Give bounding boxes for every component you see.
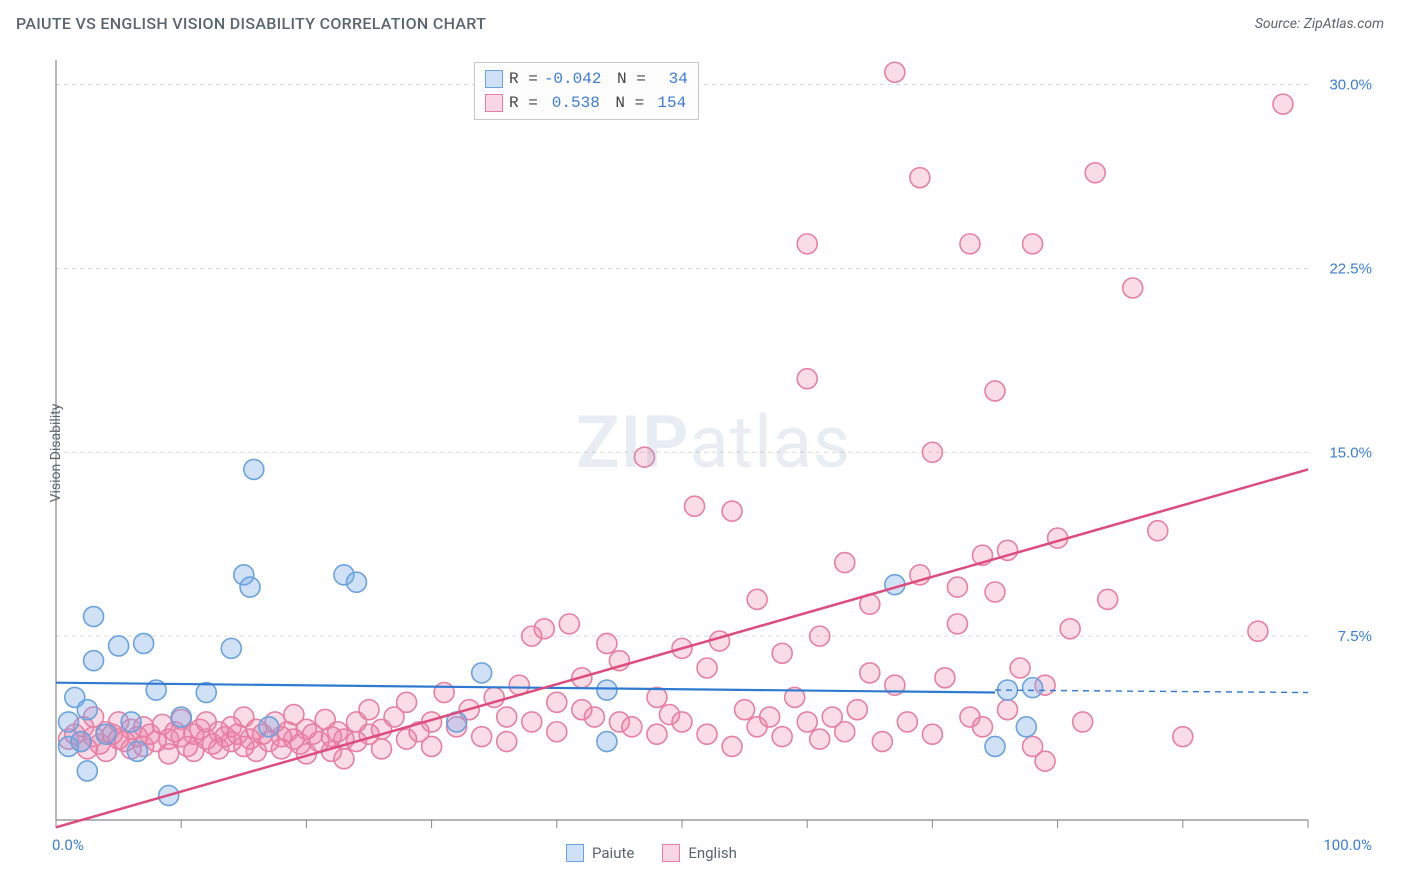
svg-text:30.0%: 30.0% <box>1329 77 1372 94</box>
chart-title: PAIUTE VS ENGLISH VISION DISABILITY CORR… <box>16 14 486 33</box>
n-value-english: 154 <box>650 91 686 115</box>
svg-text:0.0%: 0.0% <box>52 836 84 854</box>
stats-row-english: R = 0.538 N = 154 <box>485 91 688 115</box>
legend-label-english: English <box>688 844 737 862</box>
svg-text:100.0%: 100.0% <box>1323 836 1372 854</box>
r-label: R = <box>509 67 538 91</box>
source-label: Source: ZipAtlas.com <box>1255 16 1384 32</box>
n-label: N = <box>606 91 644 115</box>
svg-text:15.0%: 15.0% <box>1329 444 1372 461</box>
r-label: R = <box>509 91 538 115</box>
r-value-english: 0.538 <box>544 91 600 115</box>
legend-swatch-paiute <box>566 844 584 862</box>
swatch-english <box>485 94 503 112</box>
legend-item-paiute: Paiute <box>566 844 634 862</box>
swatch-paiute <box>485 70 503 88</box>
n-label: N = <box>607 67 645 91</box>
svg-text:22.5%: 22.5% <box>1329 260 1372 277</box>
legend-item-english: English <box>662 844 737 862</box>
chart-area: Vision Disability 7.5%15.0%22.5%30.0%0.0… <box>46 50 1386 840</box>
n-value-paiute: 34 <box>652 67 688 91</box>
stats-row-paiute: R = -0.042 N = 34 <box>485 67 688 91</box>
stats-box: R = -0.042 N = 34 R = 0.538 N = 154 <box>474 62 699 120</box>
y-axis-label: Vision Disability <box>48 404 64 503</box>
legend-swatch-english <box>662 844 680 862</box>
r-value-paiute: -0.042 <box>544 67 602 91</box>
legend: Paiute English <box>566 844 737 862</box>
legend-label-paiute: Paiute <box>592 844 634 862</box>
scatter-chart: 7.5% 15.0% 22.5% 30.0% 0.0% 100.0% <box>46 50 1386 890</box>
svg-text:7.5%: 7.5% <box>1338 628 1372 645</box>
